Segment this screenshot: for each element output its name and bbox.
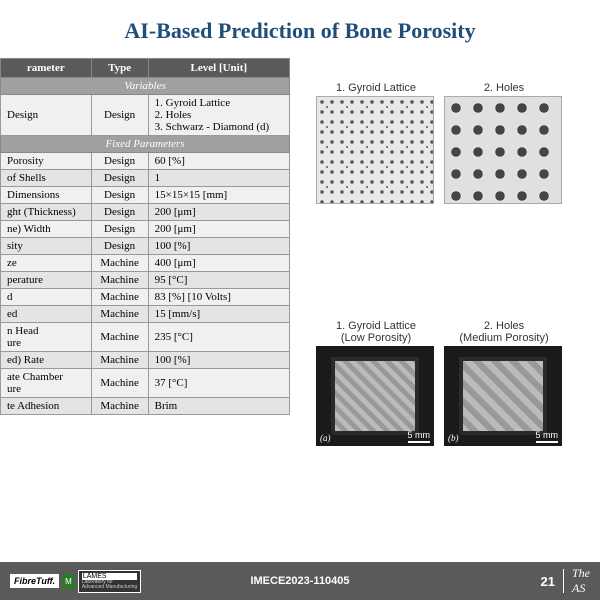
gyroid-photo: (a) 5 mm (316, 346, 434, 446)
footer-right: 21 TheAS (541, 566, 590, 596)
slide: AI-Based Prediction of Bone Porosity ram… (0, 0, 600, 600)
cell: Machine (91, 323, 148, 352)
cell: 100 [%] (148, 352, 289, 369)
photo-tag: (b) (448, 433, 459, 443)
parameters-table: rameter Type Level [Unit] Variables Desi… (0, 58, 290, 415)
cell: 60 [%] (148, 153, 289, 170)
cell: Design (91, 221, 148, 238)
page-number: 21 (541, 574, 555, 589)
cell: 1. Gyroid Lattice 2. Holes 3. Schwarz - … (148, 95, 289, 136)
cell: Machine (91, 289, 148, 306)
cell: 83 [%] [10 Volts] (148, 289, 289, 306)
lattice-label: 1. Gyroid Lattice (316, 82, 436, 94)
cell: Machine (91, 306, 148, 323)
cell: Machine (91, 272, 148, 289)
cell: perature (1, 272, 92, 289)
photo-tag: (a) (320, 433, 331, 443)
table-row: peratureMachine95 [°C] (1, 272, 290, 289)
cell: ate Chamber ure (1, 369, 92, 398)
marshall-logo: M (62, 574, 75, 589)
table-row: dMachine83 [%] [10 Volts] (1, 289, 290, 306)
footer-bar: FibreTuff. M LAMES Laboratory forAdvance… (0, 562, 600, 600)
lattice-label: 2. Holes (444, 82, 564, 94)
cell: Design (91, 153, 148, 170)
table-row: sityDesign100 [%] (1, 238, 290, 255)
cell: 37 [°C] (148, 369, 289, 398)
photo-sample (459, 357, 547, 435)
cell: ne) Width (1, 221, 92, 238)
cell: ze (1, 255, 92, 272)
lames-logo: LAMES Laboratory forAdvanced Manufacturi… (78, 570, 141, 593)
lattice-cell: 1. Gyroid Lattice (Low Porosity) (a) 5 m… (316, 320, 436, 554)
cell: 95 [°C] (148, 272, 289, 289)
table-row: PorosityDesign60 [%] (1, 153, 290, 170)
table-row: ate Chamber ureMachine37 [°C] (1, 369, 290, 398)
holes-photo: (b) 5 mm (444, 346, 562, 446)
cell: Dimensions (1, 187, 92, 204)
cell: ed (1, 306, 92, 323)
table-row: of ShellsDesign1 (1, 170, 290, 187)
fibretuff-logo: FibreTuff. (10, 574, 59, 588)
cell: 235 [°C] (148, 323, 289, 352)
paper-id: IMECE2023-110405 (250, 575, 349, 587)
cell: Machine (91, 255, 148, 272)
slide-title: AI-Based Prediction of Bone Porosity (0, 18, 600, 44)
header-level: Level [Unit] (148, 59, 289, 78)
content-area: rameter Type Level [Unit] Variables Desi… (0, 52, 600, 562)
table-row: ne) WidthDesign200 [μm] (1, 221, 290, 238)
cell: d (1, 289, 92, 306)
scale-bar: 5 mm (536, 430, 559, 443)
divider (563, 569, 564, 593)
cell: 15 [mm/s] (148, 306, 289, 323)
table-row: edMachine15 [mm/s] (1, 306, 290, 323)
lattice-cell: 1. Gyroid Lattice (316, 82, 436, 312)
parameters-table-area: rameter Type Level [Unit] Variables Desi… (0, 58, 290, 562)
table-row: DimensionsDesign15×15×15 [mm] (1, 187, 290, 204)
cell: 1 (148, 170, 289, 187)
table-row: ght (Thickness)Design200 [μm] (1, 204, 290, 221)
gyroid-pattern-image (316, 96, 434, 204)
cell: 100 [%] (148, 238, 289, 255)
table-row: zeMachine400 [μm] (1, 255, 290, 272)
photo-sample (331, 357, 419, 435)
cell: n Head ure (1, 323, 92, 352)
table-row: te AdhesionMachineBrim (1, 398, 290, 415)
cell: Porosity (1, 153, 92, 170)
cell: 200 [μm] (148, 204, 289, 221)
subheader-variables: Variables (1, 78, 290, 95)
lattice-label: 1. Gyroid Lattice (Low Porosity) (316, 320, 436, 344)
lattice-cell: 2. Holes (Medium Porosity) (b) 5 mm (444, 320, 564, 554)
cell: Brim (148, 398, 289, 415)
cell: Design (91, 238, 148, 255)
cell: Machine (91, 369, 148, 398)
lattice-cell: 2. Holes (444, 82, 564, 312)
subheader-fixed: Fixed Parameters (1, 136, 290, 153)
cell: 200 [μm] (148, 221, 289, 238)
holes-pattern-image (444, 96, 562, 204)
asme-text: TheAS (572, 566, 590, 596)
title-area: AI-Based Prediction of Bone Porosity (0, 0, 600, 52)
table-row: n Head ureMachine235 [°C] (1, 323, 290, 352)
cell: of Shells (1, 170, 92, 187)
cell: Machine (91, 352, 148, 369)
cell: 400 [μm] (148, 255, 289, 272)
header-parameter: rameter (1, 59, 92, 78)
cell: 15×15×15 [mm] (148, 187, 289, 204)
cell: Design (91, 187, 148, 204)
lattice-label: 2. Holes (Medium Porosity) (444, 320, 564, 344)
cell: ght (Thickness) (1, 204, 92, 221)
lattice-images-area: 1. Gyroid Lattice 2. Holes 1. Gyroid Lat… (316, 82, 586, 562)
cell: Machine (91, 398, 148, 415)
header-type: Type (91, 59, 148, 78)
table-row: ed) RateMachine100 [%] (1, 352, 290, 369)
cell: Design (91, 95, 148, 136)
cell: sity (1, 238, 92, 255)
scale-bar: 5 mm (408, 430, 431, 443)
cell: Design (91, 170, 148, 187)
cell: Design (91, 204, 148, 221)
cell: ed) Rate (1, 352, 92, 369)
logo-strip: FibreTuff. M LAMES Laboratory forAdvance… (10, 570, 141, 593)
cell: Design (1, 95, 92, 136)
cell: te Adhesion (1, 398, 92, 415)
